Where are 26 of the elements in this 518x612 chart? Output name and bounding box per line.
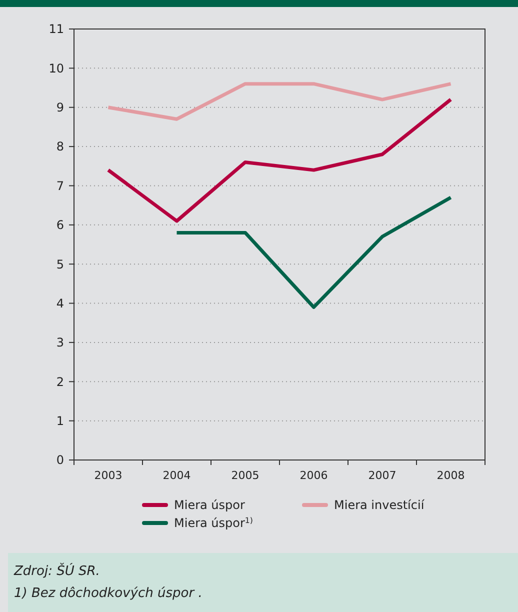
y-tick-label: 3	[56, 336, 64, 350]
y-tick-label: 7	[56, 178, 64, 193]
legend-label: Miera úspor	[174, 498, 245, 512]
line-series	[175, 196, 452, 309]
y-tick-label: 1	[56, 414, 64, 428]
x-tick-label: 2006	[300, 469, 328, 482]
x-tick-label: 2008	[436, 469, 465, 482]
y-tick-label: 10	[48, 61, 64, 76]
legend-label: Miera úspor$^{1)}$	[174, 516, 253, 530]
legend-label: Miera investícií	[334, 498, 425, 512]
x-tick-label: 2007	[368, 469, 396, 482]
x-tick-label: 2004	[162, 469, 191, 482]
y-tick-label: 0	[56, 453, 64, 468]
text: Zdroj: ŠÚ SR.	[13, 562, 100, 579]
x-tick-label: 2005	[231, 469, 260, 482]
line-series	[106, 82, 452, 121]
line-series	[106, 98, 452, 223]
x-tick-label: 2003	[94, 469, 122, 482]
y-tick-label: 8	[56, 140, 64, 154]
y-tick-label: 9	[56, 100, 64, 115]
y-tick-label: 6	[56, 218, 64, 232]
y-tick-label: 4	[56, 296, 64, 310]
text: 1) Bez dôchodkových úspor .	[14, 586, 202, 601]
y-tick-label: 5	[56, 257, 64, 272]
y-tick-label: 11	[48, 22, 64, 36]
y-tick-label: 2	[56, 374, 64, 389]
